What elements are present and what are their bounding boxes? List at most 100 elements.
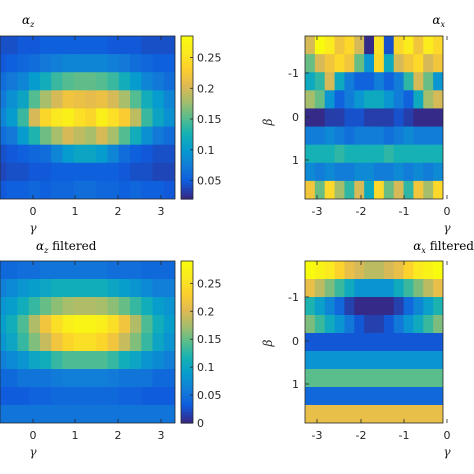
y-axis-label: β (261, 339, 275, 347)
heatmap-cell (354, 351, 365, 370)
heatmap-cell (305, 72, 316, 91)
heatmap-cell (51, 126, 64, 146)
heatmap-cell (40, 333, 52, 352)
heatmap-cell (403, 387, 415, 406)
heatmap-cell (383, 333, 395, 352)
heatmap-cell (305, 387, 316, 406)
heatmap-cell (423, 90, 434, 110)
heatmap-cell (413, 315, 424, 334)
panel-title: αx (432, 13, 445, 29)
heatmap-cell (374, 297, 385, 316)
heatmap-cell (364, 369, 375, 388)
heatmap-cell (107, 279, 120, 298)
heatmap-cell (354, 261, 365, 280)
heatmap-cell (413, 351, 424, 370)
heatmap-cell (324, 162, 336, 182)
heatmap-cell (354, 279, 365, 298)
heatmap-cell (62, 279, 75, 298)
heatmap-cell (354, 36, 365, 55)
heatmap-cell (423, 369, 434, 388)
heatmap-cell (383, 297, 395, 316)
heatmap-cell (130, 180, 142, 199)
heatmap-cell (364, 315, 375, 334)
heatmap-cell (324, 126, 336, 146)
heatmap-cell (96, 108, 109, 128)
heatmap-cell (334, 261, 346, 280)
heatmap-cell (413, 162, 424, 182)
heatmap-cell (73, 72, 86, 91)
heatmap-cell (62, 351, 75, 370)
heatmap-cell (118, 369, 131, 388)
colorbar-tick-label: 0.1 (197, 144, 215, 157)
heatmap-cell (118, 180, 131, 199)
heatmap-cell (334, 54, 346, 73)
heatmap-cell (344, 333, 355, 352)
heatmap-cell (334, 315, 346, 334)
heatmap-cell (17, 333, 30, 352)
heatmap-cell (0, 279, 7, 298)
heatmap-cell (314, 108, 326, 128)
axes-frame (0, 35, 176, 200)
heatmap-cell (423, 297, 434, 316)
heatmap-cell (96, 405, 109, 423)
heatmap-cell (305, 162, 316, 182)
heatmap-cell (423, 261, 434, 280)
heatmap-cell (403, 297, 415, 316)
heatmap-panel-1: αz 0 1 2 3 γ 0.05 0.1 0.15 0.2 0.25 (0, 13, 222, 235)
heatmap-cell (118, 333, 131, 352)
heatmap-cell (73, 297, 86, 316)
heatmap-cell (107, 54, 120, 73)
heatmap-cell (40, 279, 52, 298)
colorbar-tick-label: 0.2 (197, 82, 215, 95)
heatmap-cell (374, 144, 385, 164)
x-tick-label: 3 (158, 205, 165, 218)
heatmap-cell (73, 90, 86, 110)
heatmap-cell (383, 387, 395, 406)
heatmap-cell (305, 108, 316, 128)
heatmap-cell (324, 351, 336, 370)
heatmap-cell (0, 144, 7, 164)
heatmap-cell (364, 90, 375, 110)
y-tick-label: 0 (292, 335, 299, 348)
heatmap-cell (152, 108, 165, 128)
heatmap-cell (40, 180, 52, 199)
heatmap-cell (354, 315, 365, 334)
heatmap-cell (314, 144, 326, 164)
heatmap-cell (96, 315, 109, 334)
x-tick-label: -2 (356, 429, 367, 442)
heatmap-cell (85, 54, 97, 73)
heatmap-cell (51, 405, 64, 423)
panel-title: αx filtered (413, 239, 474, 255)
heatmap-cell (393, 54, 405, 73)
heatmap-cell (314, 36, 326, 55)
heatmap-cell (51, 180, 64, 199)
heatmap-cell (51, 108, 64, 128)
heatmap-cell (62, 297, 75, 316)
heatmap-cell (51, 90, 64, 110)
heatmap-cell (28, 72, 41, 91)
heatmap-cell (433, 72, 443, 91)
heatmap-cell (433, 90, 443, 110)
heatmap-cell (6, 162, 19, 182)
heatmap-cell (393, 369, 405, 388)
heatmap-cell (141, 90, 154, 110)
heatmap-cell (305, 54, 316, 73)
heatmap-cell (433, 369, 443, 388)
heatmap-cell (423, 72, 434, 91)
heatmap-cell (6, 108, 19, 128)
heatmap-cell (354, 387, 365, 406)
heatmap-cell (141, 279, 154, 298)
heatmap-cell (73, 261, 86, 280)
colorbar-tick-label: 0.05 (197, 175, 222, 188)
heatmap-cell (141, 126, 154, 146)
heatmap-cell (51, 369, 64, 388)
heatmap-cell (433, 315, 443, 334)
heatmap-cell (433, 279, 443, 298)
heatmap-cell (96, 90, 109, 110)
heatmap-cell (130, 351, 142, 370)
heatmap-cell (393, 36, 405, 55)
heatmap-cell (0, 180, 7, 199)
heatmap-cell (324, 108, 336, 128)
heatmap-cell (130, 36, 142, 55)
heatmap-cell (0, 54, 7, 73)
